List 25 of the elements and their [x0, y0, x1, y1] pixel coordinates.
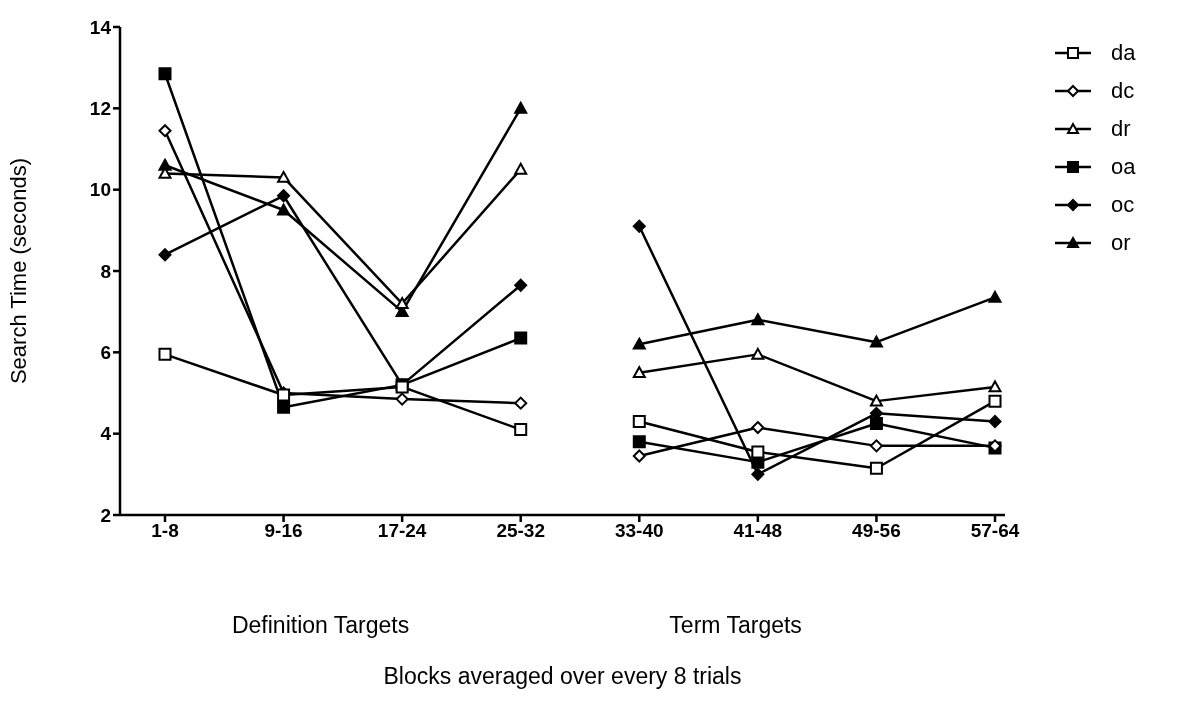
x-tick-label: 9-16	[264, 520, 303, 542]
y-tick-label: 12	[89, 98, 111, 120]
y-tick-label: 14	[89, 16, 112, 38]
y-tick-label: 2	[100, 504, 111, 526]
y-tick-label: 4	[100, 423, 112, 445]
x-tick-label: 33-40	[614, 520, 664, 542]
x-tick-label: 57-64	[970, 520, 1020, 542]
y-tick-label: 10	[89, 179, 111, 201]
text: Definition Targets	[230, 612, 411, 639]
x-tick-label: 25-32	[496, 520, 546, 542]
legend-label: dc	[1111, 78, 1135, 104]
legend-label: oc	[1111, 192, 1135, 218]
x-tick-label: 49-56	[852, 520, 901, 542]
y-tick-label: 6	[100, 342, 111, 364]
legend-label: dr	[1111, 116, 1131, 142]
legend-label: or	[1111, 230, 1131, 256]
text: Blocks averaged over every 8 trials	[382, 663, 743, 690]
text: Term Targets	[668, 612, 803, 639]
y-tick-label: 8	[100, 260, 111, 282]
x-tick-label: 41-48	[733, 520, 783, 542]
y-axis-title: Search Time (seconds)	[5, 157, 31, 385]
x-tick-label: 1-8	[151, 520, 179, 542]
legend-label: oa	[1111, 154, 1136, 180]
x-tick-label: 17-24	[377, 520, 427, 542]
legend-label: da	[1111, 40, 1136, 66]
